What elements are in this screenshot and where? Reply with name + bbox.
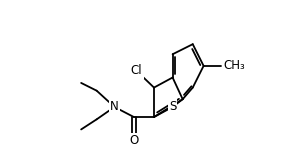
Text: S: S [169,100,176,113]
Text: O: O [129,134,139,147]
Text: CH₃: CH₃ [223,59,245,72]
Text: N: N [110,100,119,113]
Text: Cl: Cl [130,64,142,77]
